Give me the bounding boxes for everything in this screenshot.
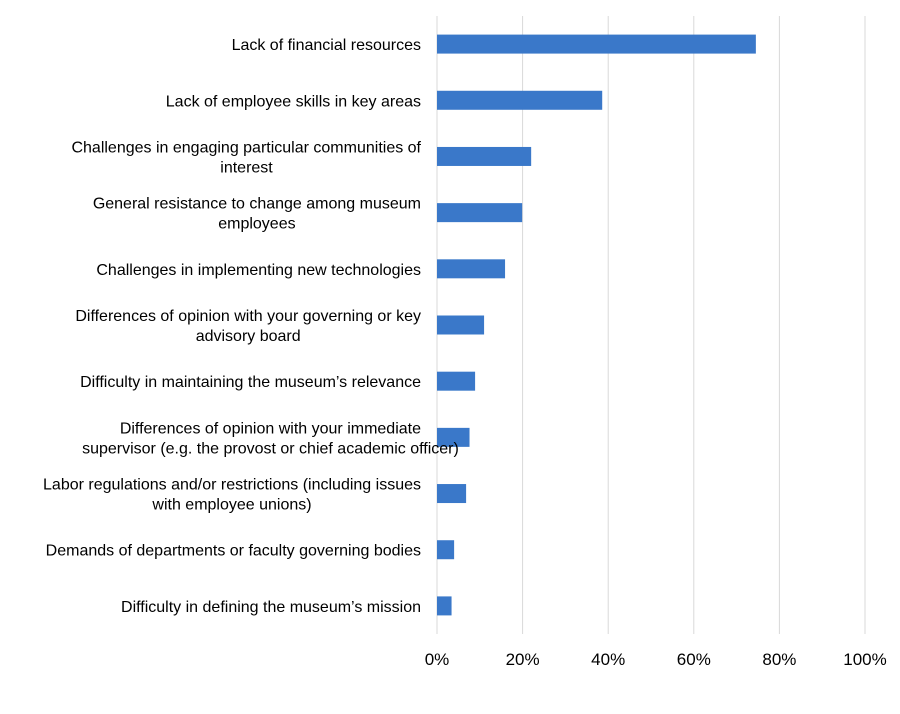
bar [437, 540, 455, 560]
x-tick-label: 40% [591, 650, 625, 669]
category-label: Differences of opinion with your governi… [75, 308, 421, 325]
category-label: supervisor (e.g. the provost or chief ac… [82, 440, 459, 457]
x-tick-label: 20% [506, 650, 540, 669]
category-label: Differences of opinion with your immedia… [120, 420, 421, 437]
bar [437, 315, 485, 335]
category-label: employees [218, 216, 295, 233]
category-label: with employee unions) [151, 497, 311, 514]
bar [437, 371, 476, 391]
category-label: advisory board [196, 328, 301, 345]
x-tick-labels: 0% 20% 40% 60% 80% 100% [425, 650, 887, 669]
category-label: Lack of employee skills in key areas [166, 93, 421, 110]
x-tick-label: 80% [762, 650, 796, 669]
bar [437, 203, 523, 223]
bars [437, 34, 756, 616]
x-tick-label: 60% [677, 650, 711, 669]
category-label: Difficulty in defining the museum’s miss… [121, 599, 421, 616]
bar [437, 484, 467, 504]
category-label: Lack of financial resources [232, 37, 421, 54]
category-label: Challenges in engaging particular commun… [71, 139, 421, 156]
bar [437, 34, 756, 54]
x-tick-label: 0% [425, 650, 450, 669]
bar [437, 90, 603, 110]
x-tick-label: 100% [843, 650, 886, 669]
category-label: Challenges in implementing new technolog… [96, 262, 421, 279]
category-label: Demands of departments or faculty govern… [46, 543, 421, 560]
category-labels: Lack of financial resources Lack of emplo… [43, 37, 459, 616]
gridlines [436, 16, 866, 634]
bar [437, 259, 506, 279]
bar [437, 146, 532, 166]
category-label: Difficulty in maintaining the museum’s r… [80, 374, 421, 391]
bar [437, 427, 470, 447]
category-label: General resistance to change among museu… [93, 196, 421, 213]
category-label: Labor regulations and/or restrictions (i… [43, 477, 421, 494]
bar [437, 596, 452, 616]
category-label: interest [220, 159, 273, 176]
